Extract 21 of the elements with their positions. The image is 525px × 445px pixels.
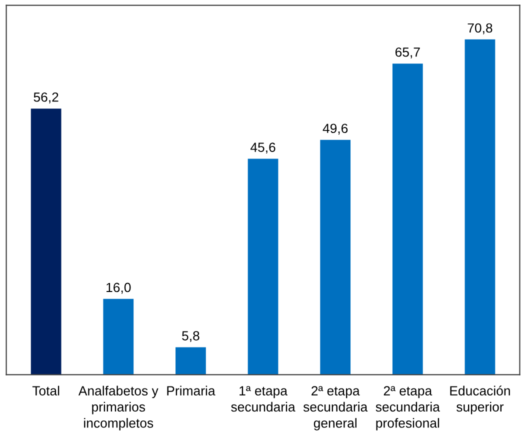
x-tick-label: Primaria <box>167 386 216 396</box>
data-label: 49,6 <box>322 124 348 135</box>
x-tick-label: Educación superior <box>450 386 510 414</box>
data-label: 56,2 <box>34 92 58 104</box>
bar <box>30 108 62 375</box>
bar <box>103 298 134 375</box>
data-label: 45,6 <box>250 142 276 154</box>
x-tick-label: 2ª etapa secundaria general <box>303 386 368 430</box>
data-label: 5,8 <box>182 331 200 342</box>
bar <box>176 347 206 375</box>
bar <box>248 158 278 375</box>
bar <box>320 140 351 375</box>
data-label: 65,7 <box>395 47 420 58</box>
bar <box>392 64 423 375</box>
x-tick-label: Total <box>32 386 60 396</box>
data-label: 16,0 <box>106 282 131 294</box>
x-tick-label: 1ª etapa secundaria <box>231 386 296 412</box>
x-tick-label: 2ª etapa secundaria profesional <box>376 386 440 430</box>
x-tick-label: Analfabetos y primarios incompletos <box>78 386 158 430</box>
data-label: 70,8 <box>468 23 492 34</box>
bar <box>464 39 496 375</box>
